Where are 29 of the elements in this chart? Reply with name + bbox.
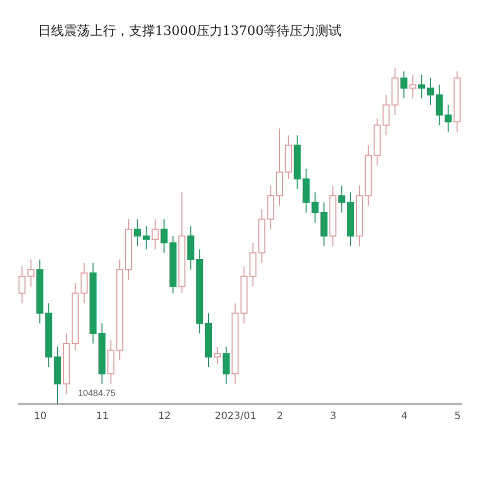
x-tick-label: 11 xyxy=(96,411,109,422)
x-tick-label: 2 xyxy=(276,411,284,422)
candlestick xyxy=(249,242,256,287)
candlestick xyxy=(400,70,408,99)
candlestick xyxy=(142,225,150,250)
candlestick xyxy=(160,218,168,254)
candlestick xyxy=(382,94,390,136)
annotation: 10484.75 xyxy=(78,388,116,398)
candlestick xyxy=(134,218,141,247)
candlestick xyxy=(320,202,328,247)
candlestick xyxy=(418,74,426,99)
candlestick xyxy=(312,192,319,224)
candlestick xyxy=(214,346,221,364)
candlestick xyxy=(152,218,159,250)
candlestick xyxy=(187,225,194,270)
x-tick-label: 4 xyxy=(401,411,408,422)
candlestick xyxy=(409,74,416,99)
candlestick xyxy=(18,266,26,304)
x-tick-label: 3 xyxy=(330,411,336,422)
candlestick xyxy=(222,346,230,384)
x-tick-label: 5 xyxy=(454,411,461,422)
chart-title: 日线震荡上行，支撑13000压力13700等待压力测试 xyxy=(38,23,342,40)
candlestick xyxy=(27,259,34,287)
candlestick xyxy=(426,78,434,106)
x-tick-label: 10 xyxy=(34,411,47,422)
candlestick xyxy=(338,185,346,213)
x-tick-label: 2023/01 xyxy=(214,411,256,422)
candlestick xyxy=(276,128,284,206)
x-tick-label: 12 xyxy=(158,411,171,422)
